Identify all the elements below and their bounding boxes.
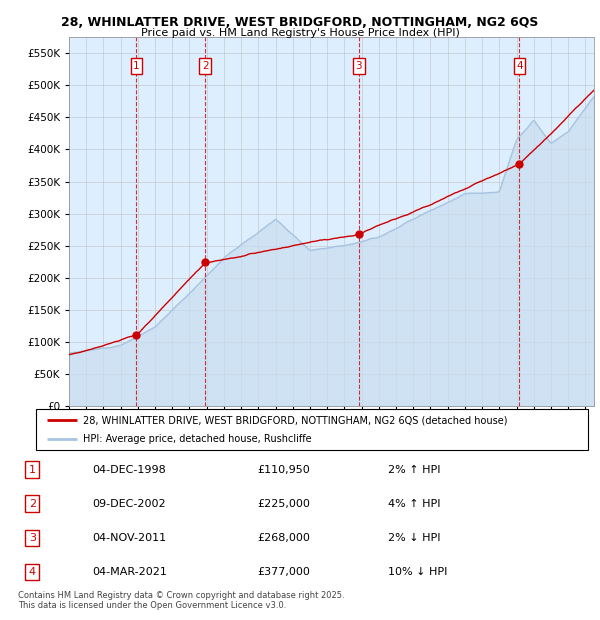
Text: 3: 3 (356, 61, 362, 71)
Text: 2: 2 (29, 498, 36, 509)
Text: 04-MAR-2021: 04-MAR-2021 (92, 567, 167, 577)
Text: 09-DEC-2002: 09-DEC-2002 (92, 498, 166, 509)
Text: 28, WHINLATTER DRIVE, WEST BRIDGFORD, NOTTINGHAM, NG2 6QS: 28, WHINLATTER DRIVE, WEST BRIDGFORD, NO… (61, 16, 539, 29)
Text: £225,000: £225,000 (257, 498, 310, 509)
Text: 2% ↑ HPI: 2% ↑ HPI (389, 464, 441, 475)
Text: 04-NOV-2011: 04-NOV-2011 (92, 533, 166, 543)
Text: 4: 4 (29, 567, 36, 577)
Text: £377,000: £377,000 (257, 567, 310, 577)
Text: This data is licensed under the Open Government Licence v3.0.: This data is licensed under the Open Gov… (18, 601, 286, 611)
Text: 3: 3 (29, 533, 36, 543)
Text: 2% ↓ HPI: 2% ↓ HPI (389, 533, 441, 543)
Text: 04-DEC-1998: 04-DEC-1998 (92, 464, 166, 475)
Text: 4% ↑ HPI: 4% ↑ HPI (389, 498, 441, 509)
Text: 1: 1 (133, 61, 140, 71)
Text: 2: 2 (202, 61, 209, 71)
Text: £268,000: £268,000 (257, 533, 310, 543)
Text: Price paid vs. HM Land Registry's House Price Index (HPI): Price paid vs. HM Land Registry's House … (140, 28, 460, 38)
Text: Contains HM Land Registry data © Crown copyright and database right 2025.: Contains HM Land Registry data © Crown c… (18, 591, 344, 601)
Text: £110,950: £110,950 (257, 464, 310, 475)
Text: 1: 1 (29, 464, 36, 475)
Text: HPI: Average price, detached house, Rushcliffe: HPI: Average price, detached house, Rush… (83, 435, 311, 445)
Text: 28, WHINLATTER DRIVE, WEST BRIDGFORD, NOTTINGHAM, NG2 6QS (detached house): 28, WHINLATTER DRIVE, WEST BRIDGFORD, NO… (83, 415, 508, 425)
Text: 4: 4 (516, 61, 523, 71)
Text: 10% ↓ HPI: 10% ↓ HPI (389, 567, 448, 577)
